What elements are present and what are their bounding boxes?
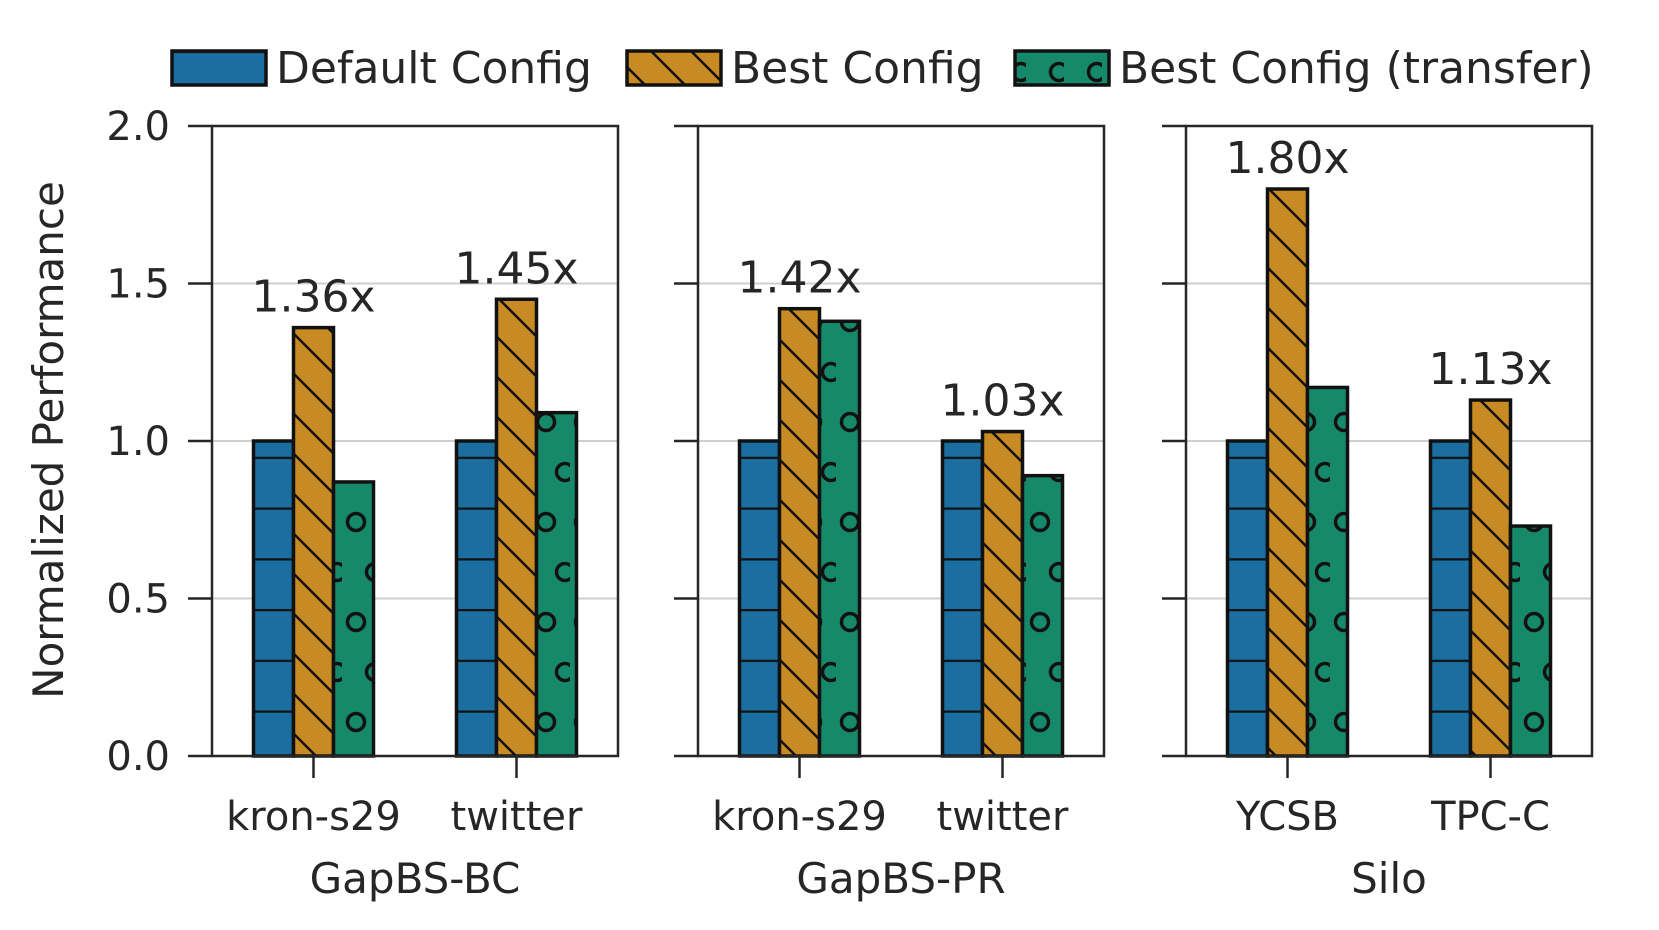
speedup-label: 1.42x (737, 253, 861, 304)
speedup-label: 1.13x (1428, 344, 1552, 395)
bar-best (980, 429, 1025, 758)
legend-item-default: Default Config (170, 43, 592, 94)
speedup-label: 1.03x (940, 376, 1064, 427)
x-tick-label: YCSB (1235, 794, 1339, 840)
legend-swatch-hatch-transfer (1015, 51, 1109, 85)
bar-hatch (293, 327, 334, 756)
bar-hatch (333, 481, 374, 756)
panel-0: 1.36x kron-s29 1.45x twitter GapBS-BC (188, 124, 620, 903)
bar-hatch (1470, 400, 1511, 756)
legend-swatch-hatch-best (627, 51, 721, 85)
group-label: Silo (1351, 854, 1427, 903)
x-tick-label: kron-s29 (226, 794, 401, 840)
x-tick-label: twitter (937, 794, 1069, 840)
bar-hatch (982, 431, 1023, 756)
x-tick-label: kron-s29 (712, 794, 887, 840)
legend: Default Config Best Config Best Config (tr… (170, 43, 1594, 94)
bar-best (777, 306, 822, 758)
legend-swatch-hatch-default (172, 51, 266, 85)
y-tick-label: 0.0 (106, 734, 170, 780)
bar-best (1265, 187, 1310, 758)
bar-hatch (536, 412, 577, 756)
bar-default (1225, 439, 1270, 758)
bar-hatch (819, 321, 860, 756)
bar-hatch (1267, 189, 1308, 756)
bar-transfer (1508, 524, 1553, 758)
bar-default (251, 439, 296, 758)
bar-hatch (253, 441, 294, 756)
bar-transfer (331, 480, 376, 758)
bar-hatch (1307, 387, 1348, 756)
bar-transfer (1020, 473, 1065, 758)
bar-hatch (496, 299, 537, 756)
legend-label-default: Default Config (276, 43, 592, 94)
y-tick-label: 2.0 (106, 104, 170, 150)
y-tick-label: 1.0 (106, 419, 170, 465)
bar-transfer (817, 319, 862, 758)
bar-default (1428, 439, 1473, 758)
group-label: GapBS-BC (310, 854, 521, 903)
panel-frame (1184, 124, 1594, 758)
panel-1: 1.42x kron-s29 1.03x twitter GapBS-PR (674, 124, 1106, 903)
x-tick-label: twitter (451, 794, 583, 840)
legend-label-best: Best Config (731, 43, 984, 94)
bar-hatch (739, 441, 780, 756)
bar-hatch (456, 441, 497, 756)
legend-item-transfer: Best Config (transfer) (1013, 43, 1594, 94)
bar-best (1468, 398, 1513, 758)
y-axis-title: Normalized Performance (24, 181, 73, 699)
panel-frame (210, 124, 620, 758)
speedup-label: 1.45x (454, 243, 578, 294)
bar-default (940, 439, 985, 758)
bar-hatch (1510, 526, 1551, 756)
bar-default (737, 439, 782, 758)
bar-transfer (534, 410, 579, 758)
y-axis: 0.0 0.5 1.0 1.5 2.0 (106, 104, 170, 780)
bar-transfer (1305, 385, 1350, 758)
legend-label-transfer: Best Config (transfer) (1119, 43, 1594, 94)
group-label: GapBS-PR (796, 854, 1005, 903)
x-tick-label: TPC-C (1430, 794, 1550, 840)
bar-best (291, 325, 336, 758)
panels: 1.36x kron-s29 1.45x twitter GapBS-BC 1.42x kr… (188, 124, 1594, 903)
legend-item-best: Best Config (625, 43, 984, 94)
bar-default (454, 439, 499, 758)
speedup-label: 1.36x (251, 272, 375, 323)
speedup-label: 1.80x (1225, 133, 1349, 184)
y-tick-label: 0.5 (106, 577, 170, 623)
bar-hatch (1022, 475, 1063, 756)
bar-hatch (1227, 441, 1268, 756)
panel-frame (696, 124, 1106, 758)
bar-hatch (942, 441, 983, 756)
bar-hatch (1430, 441, 1471, 756)
bar-best (494, 297, 539, 758)
y-tick-label: 1.5 (106, 262, 170, 308)
bar-hatch (779, 308, 820, 756)
